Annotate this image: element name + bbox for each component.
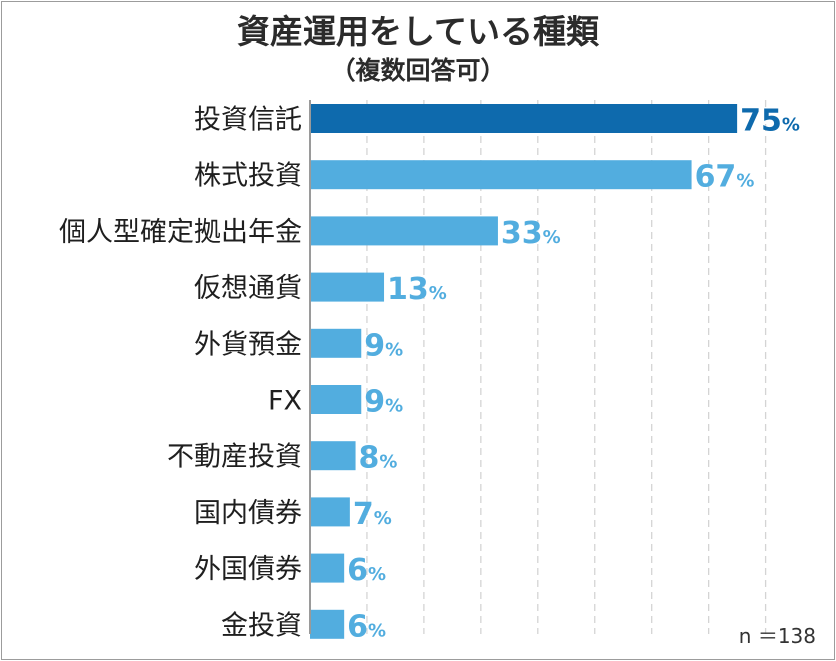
bar (310, 385, 362, 414)
value-label: 33% (501, 216, 561, 251)
sample-size-note: n ＝138 (739, 624, 816, 648)
bar (310, 609, 345, 639)
category-label: 投資信託 (194, 105, 302, 136)
category-label: 外国債券 (194, 554, 302, 585)
category-label: 個人型確定拠出年金 (59, 217, 302, 248)
category-label: 金投資 (221, 610, 302, 641)
bar (310, 328, 362, 358)
value-label: 7% (353, 497, 392, 532)
bar (310, 160, 692, 190)
category-label: 株式投資 (194, 161, 302, 192)
bar (310, 553, 345, 583)
value-label: 9% (364, 385, 403, 420)
bar (310, 497, 350, 527)
chart-title: 資産運用をしている種類 (237, 12, 600, 51)
bar (310, 104, 738, 133)
bars: 投資信託 75% 株式投資 67% 個人型確定拠出年金 33% 仮想通貨 13% 外貨預金 9% F… (59, 104, 800, 645)
bar (310, 441, 356, 471)
category-label: 不動産投資 (167, 442, 302, 473)
category-label: 仮想通貨 (194, 273, 302, 304)
category-label: 国内債券 (194, 498, 302, 529)
value-label: 13% (387, 272, 447, 307)
bar (310, 216, 498, 246)
value-label: 6% (347, 609, 386, 644)
bar (310, 272, 385, 302)
value-label: 75% (740, 104, 800, 139)
value-label: 9% (364, 328, 403, 363)
category-label: FX (268, 386, 302, 417)
chart-subtitle: （複数回答可） (330, 56, 505, 85)
value-label: 6% (347, 553, 386, 588)
category-label: 外貨預金 (194, 329, 302, 360)
value-label: 8% (359, 441, 398, 476)
value-label: 67% (695, 160, 755, 195)
